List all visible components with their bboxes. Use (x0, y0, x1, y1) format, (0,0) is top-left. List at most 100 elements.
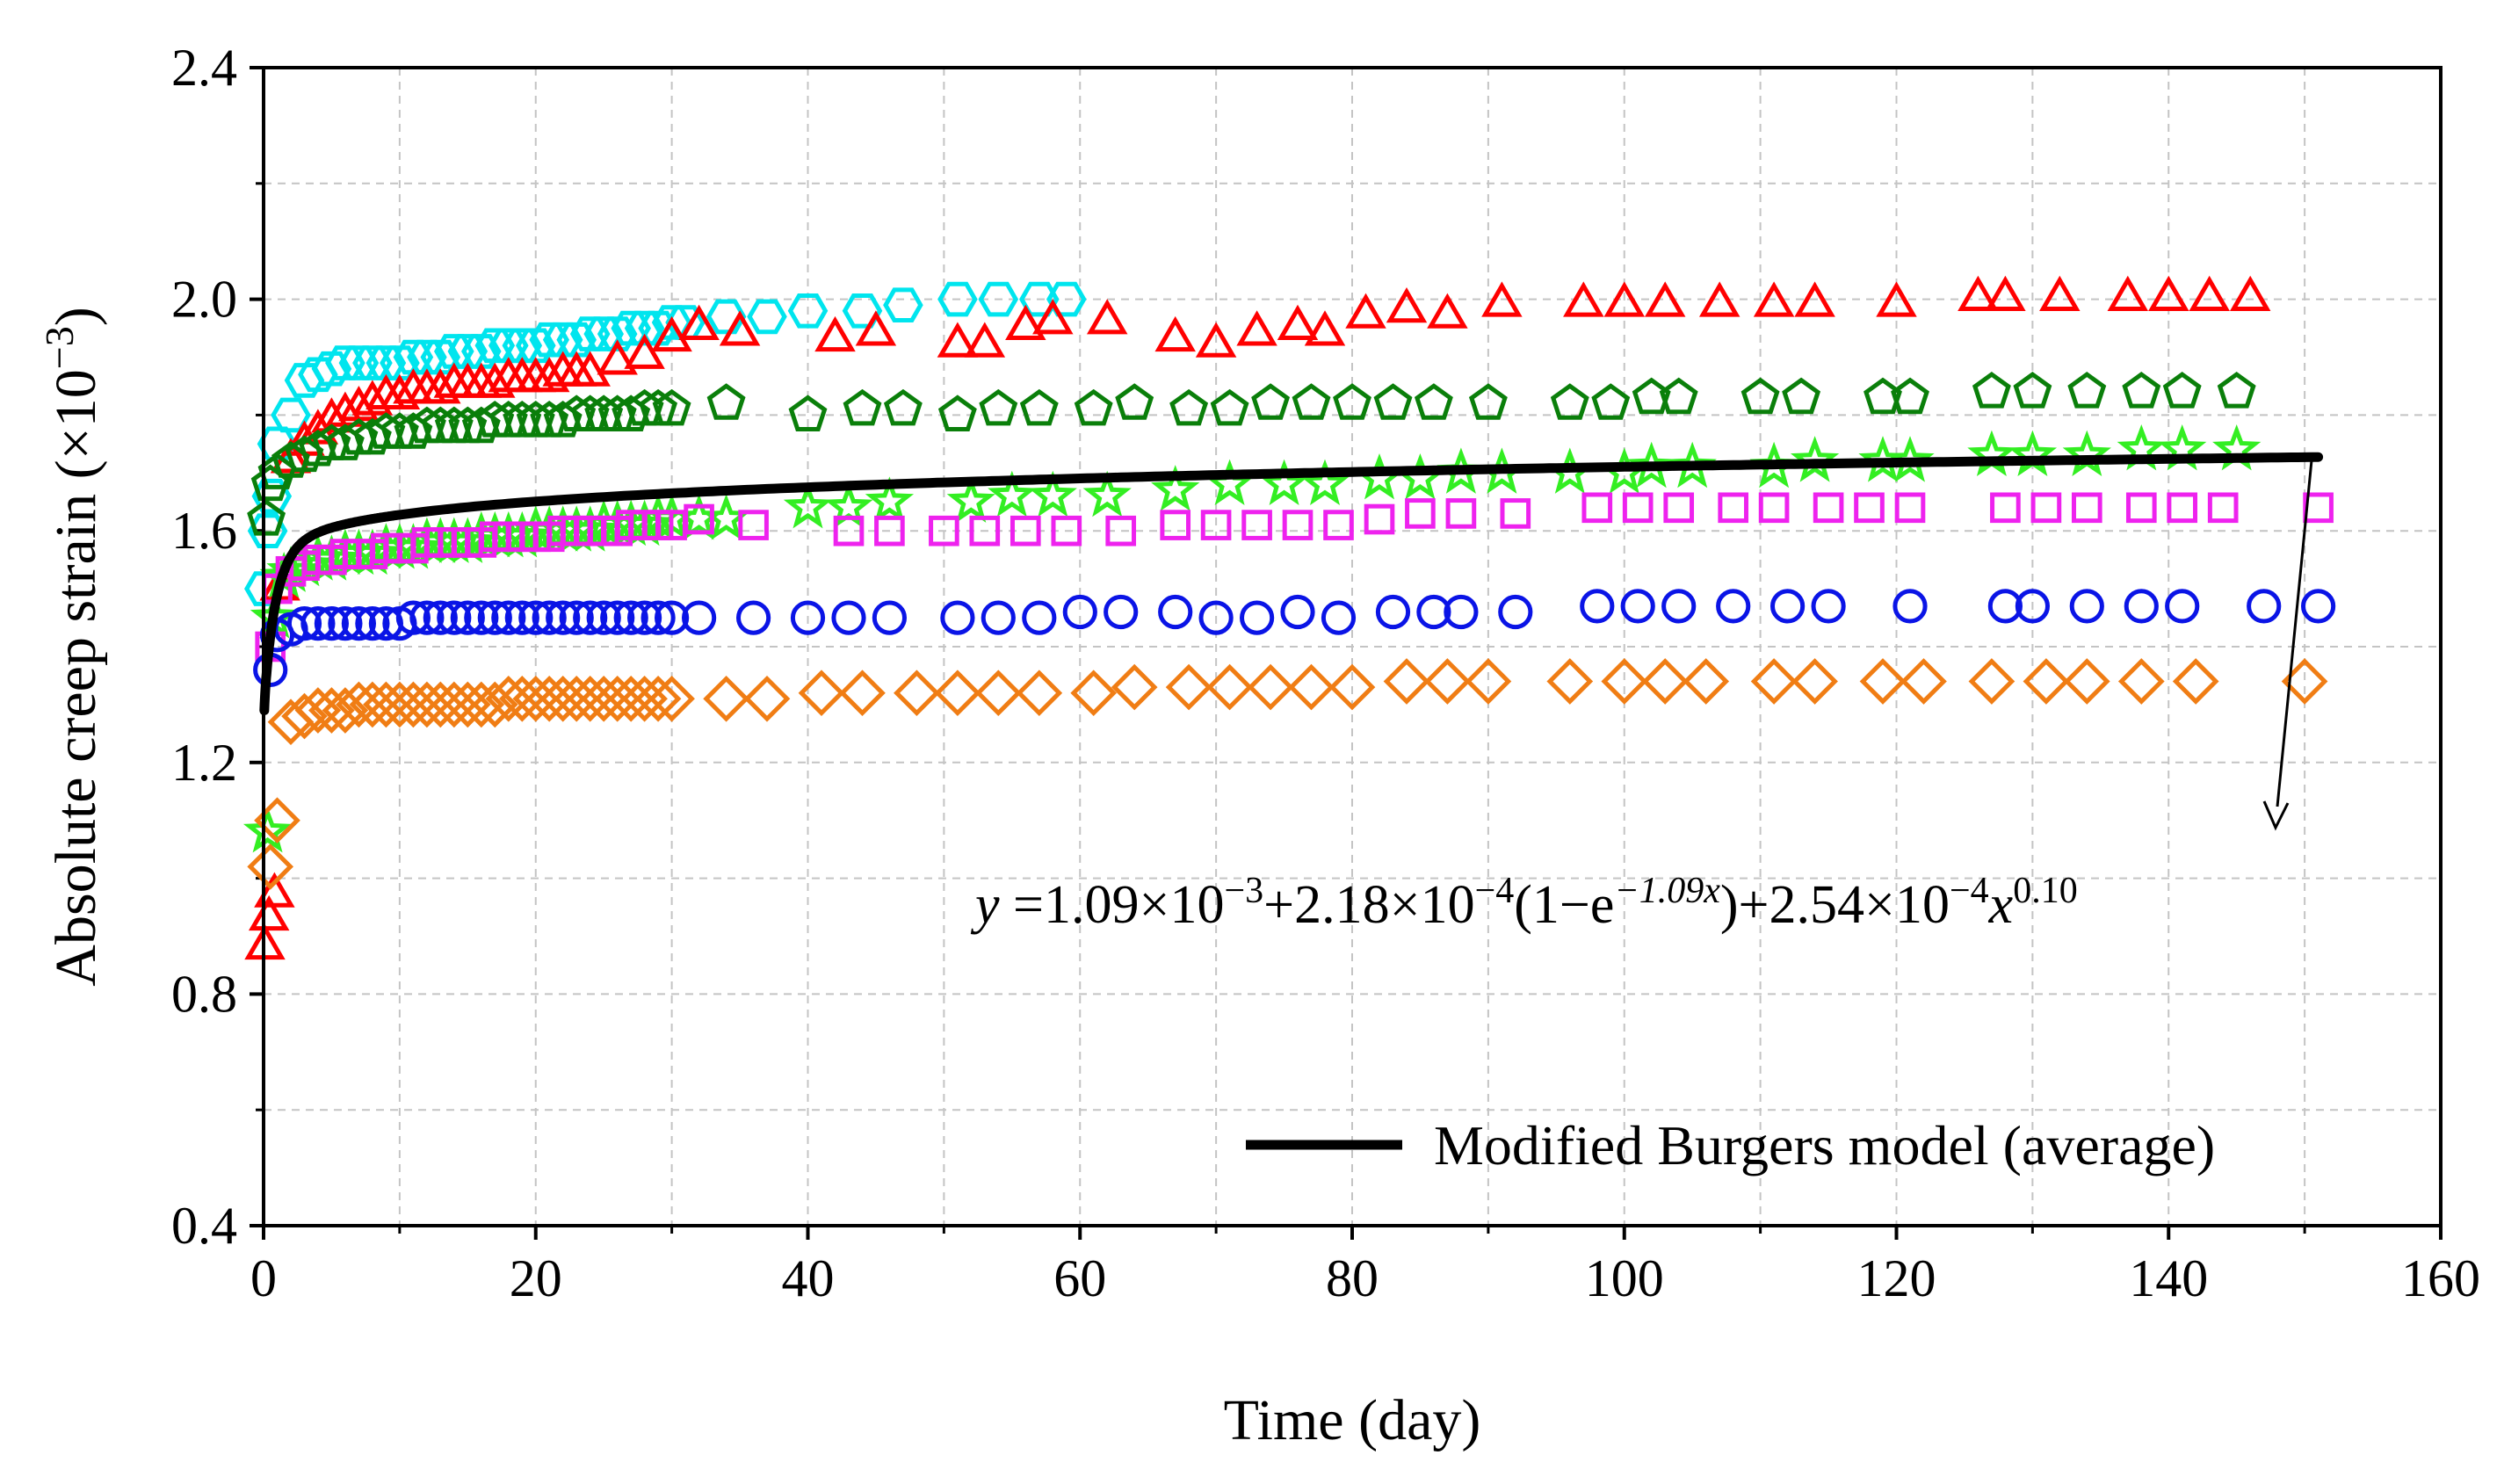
data-point-circle (1620, 589, 1655, 624)
data-point-diamond (703, 675, 749, 722)
data-point-star (1395, 452, 1445, 500)
data-point-circle (681, 600, 717, 635)
data-point-circle (395, 600, 431, 635)
x-tick-label: 160 (2401, 1249, 2480, 1307)
data-point-star (1885, 436, 1935, 482)
data-point-diamond (2172, 658, 2219, 705)
data-point-diamond (553, 675, 600, 722)
data-point-circle (940, 600, 975, 635)
data-point-star (1300, 459, 1350, 506)
data-point-triangle (719, 310, 761, 346)
data-series (242, 275, 2336, 960)
data-point-circle (1811, 589, 1846, 624)
data-point-triangle (379, 373, 421, 410)
data-point-diamond (416, 681, 464, 728)
data-point-circle (286, 605, 322, 641)
data-point-circle (546, 600, 581, 635)
data-point-circle (1198, 600, 1234, 635)
data-point-triangle (597, 339, 638, 375)
equation-exp-2: −4 (1475, 871, 1515, 911)
data-point-diamond (1288, 663, 1335, 711)
data-point-hexagon (978, 281, 1019, 317)
data-point-diamond (1111, 663, 1158, 711)
data-point-pentagon (788, 395, 828, 431)
data-point-star (1355, 452, 1404, 500)
data-point-hexagon (556, 322, 597, 358)
data-point-diamond (1328, 663, 1376, 711)
data-point-circle (341, 605, 376, 641)
model-curve (259, 452, 2324, 716)
data-point-pentagon (2122, 372, 2161, 409)
data-point-triangle (1195, 322, 1237, 358)
data-point-square (1051, 515, 1082, 547)
data-point-circle (2015, 589, 2050, 624)
data-point-circle (1062, 594, 1097, 630)
data-point-pentagon (2013, 372, 2052, 409)
series-circle (253, 589, 2336, 688)
data-point-triangle (678, 304, 720, 341)
data-point-diamond (1070, 670, 1118, 717)
data-point-square (1160, 510, 1191, 540)
data-point-square (2030, 492, 2062, 524)
data-point-circle (872, 600, 908, 635)
data-point-star (1627, 441, 1676, 489)
data-point-circle (600, 600, 635, 635)
data-point-circle (1104, 594, 1139, 630)
data-point-diamond (580, 675, 627, 722)
series-diamond (247, 658, 2328, 890)
data-point-diamond (839, 670, 886, 717)
data-point-triangle (1985, 275, 2026, 312)
data-point-hexagon (1046, 281, 1087, 317)
data-point-triangle (1698, 281, 1740, 317)
equation-exp-4: −4 (1950, 871, 1989, 911)
series-square (255, 492, 2334, 662)
data-point-circle (640, 600, 676, 635)
data-point-hexagon (638, 310, 678, 346)
data-point-pentagon (2162, 372, 2202, 409)
data-point-star (988, 470, 1037, 518)
data-point-diamond (1791, 658, 1838, 705)
data-point-circle (464, 600, 499, 635)
data-point-circle (328, 605, 363, 641)
series-pentagon (247, 372, 2256, 536)
data-point-circle (1022, 600, 1057, 635)
data-point-triangle (2189, 275, 2230, 312)
data-point-pentagon (937, 395, 977, 431)
data-point-hexagon (937, 281, 978, 317)
data-point-pentagon (1782, 377, 1821, 415)
data-point-square (1105, 515, 1137, 547)
series-star (242, 423, 2262, 853)
data-point-diamond (1465, 658, 1512, 705)
data-point-hexagon (787, 293, 829, 329)
data-point-star (1028, 470, 1077, 518)
data-point-triangle (1563, 281, 1604, 317)
data-point-circle (790, 600, 826, 635)
equation-part-4: )+2.54×10 (1720, 875, 1950, 935)
data-point-circle (2165, 589, 2200, 624)
data-point-triangle (1086, 299, 1128, 335)
data-point-square (1718, 492, 1749, 524)
data-point-diamond (247, 843, 294, 890)
data-point-triangle (528, 357, 570, 393)
data-point-circle (1416, 594, 1451, 630)
data-point-square (738, 510, 769, 540)
legend-label: Modified Burgers model (average) (1434, 1114, 2215, 1176)
data-point-hexagon (747, 299, 787, 335)
data-point-star (1790, 436, 1840, 482)
data-point-triangle (1236, 310, 1277, 346)
data-point-pentagon (843, 388, 882, 426)
data-point-triangle (248, 894, 290, 931)
data-point-triangle (1644, 281, 1686, 317)
data-point-star (1082, 470, 1132, 518)
data-point-triangle (624, 333, 665, 369)
data-point-circle (1280, 594, 1315, 630)
data-point-square (2207, 492, 2239, 524)
data-point-square (1323, 510, 1354, 540)
data-point-pentagon (1550, 383, 1589, 420)
data-point-square (684, 503, 714, 535)
data-point-diamond (1641, 658, 1689, 705)
data-point-pentagon (1333, 383, 1371, 420)
data-point-star (1151, 465, 1200, 511)
data-point-pentagon (1210, 388, 1249, 426)
y-tick-label: 1.6 (171, 502, 237, 560)
